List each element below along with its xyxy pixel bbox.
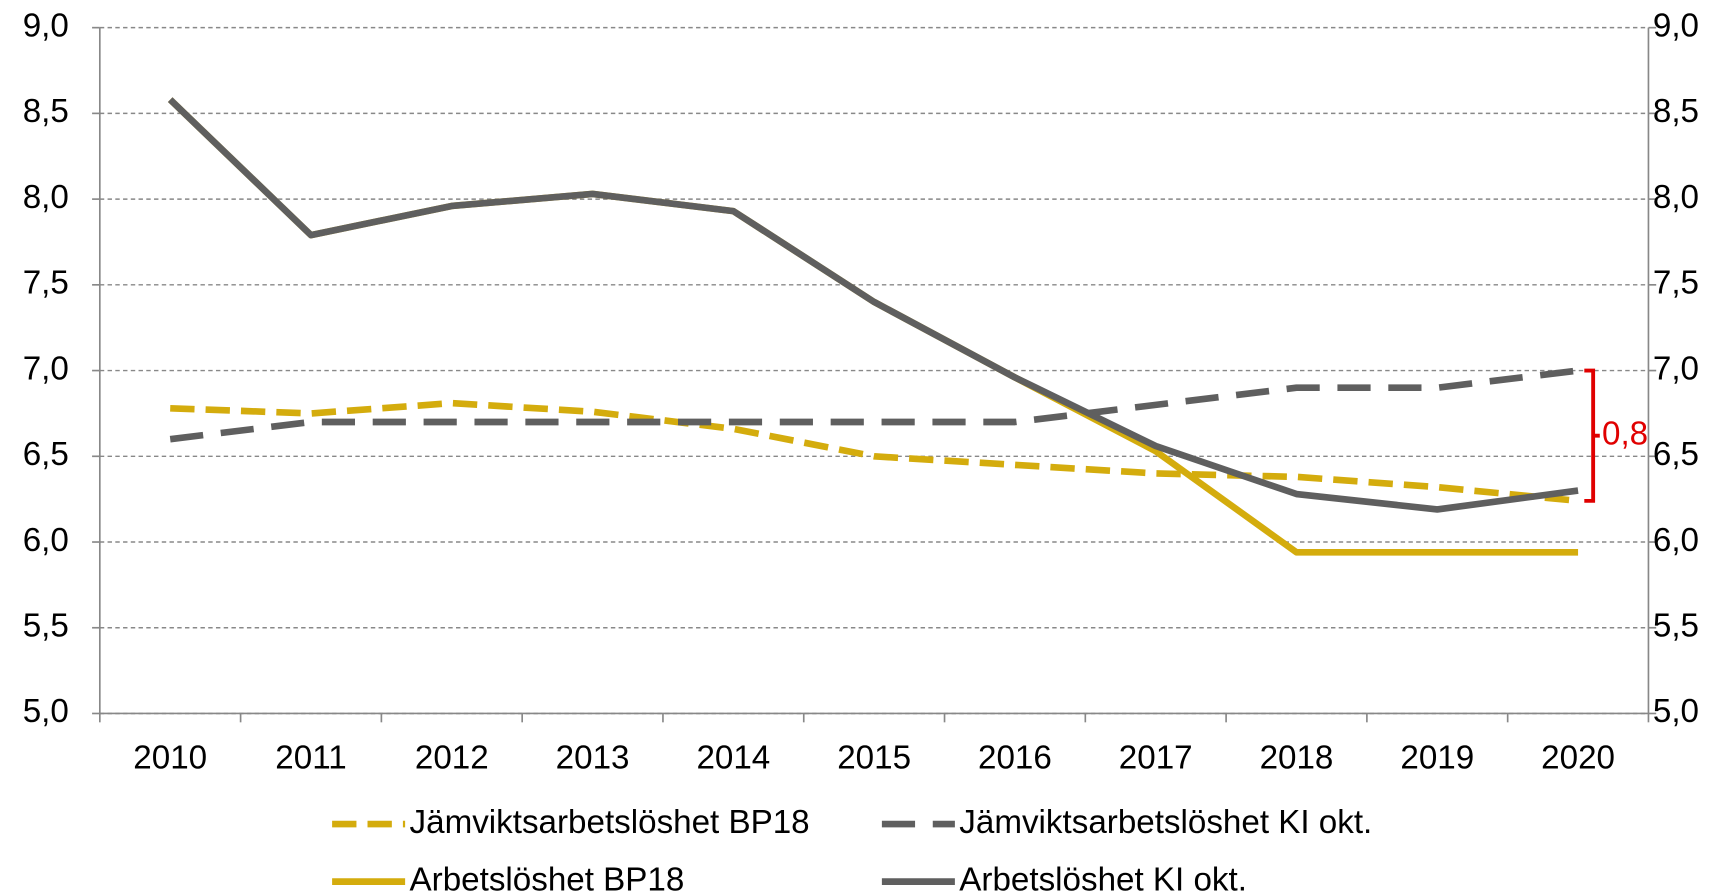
x-tick-label: 2018 — [1260, 740, 1334, 777]
annotation-bracket — [1584, 368, 1600, 503]
legend-label: Jämviktsarbetslöshet BP18 — [410, 804, 810, 841]
y-tick-label: 5,0 — [23, 693, 69, 730]
x-tick-label: 2013 — [556, 740, 630, 777]
x-tick-label: 2020 — [1541, 740, 1615, 777]
line-series — [169, 367, 1579, 443]
line-series — [167, 97, 1579, 556]
x-tick-label: 2019 — [1400, 740, 1474, 777]
x-tick-label: 2017 — [1119, 740, 1193, 777]
y-tick-label: 5,5 — [23, 608, 69, 645]
annotation-text: 0,8 — [1602, 415, 1648, 452]
y-tick-label: 6,0 — [23, 522, 69, 559]
y2-tick-label: 8,0 — [1653, 179, 1699, 216]
y-tick-label: 9,0 — [23, 7, 69, 44]
y2-tick-label: 5,5 — [1653, 608, 1699, 645]
x-tick-label: 2010 — [133, 740, 207, 777]
y2-tick-label: 7,5 — [1653, 265, 1699, 302]
legend-label: Jämviktsarbetslöshet KI okt. — [959, 804, 1372, 841]
x-tick-label: 2015 — [837, 740, 911, 777]
y-tick-label: 7,0 — [23, 350, 69, 387]
legend-label: Arbetslöshet BP18 — [410, 861, 685, 896]
x-tick-label: 2012 — [415, 740, 489, 777]
legend-label: Arbetslöshet KI okt. — [959, 861, 1247, 896]
y2-tick-label: 6,5 — [1653, 436, 1699, 473]
y2-tick-label: 9,0 — [1653, 7, 1699, 44]
y2-tick-label: 8,5 — [1653, 93, 1699, 130]
line-series — [170, 399, 1579, 505]
y2-tick-label: 7,0 — [1653, 350, 1699, 387]
y2-tick-label: 6,0 — [1653, 522, 1699, 559]
x-tick-label: 2016 — [978, 740, 1052, 777]
y-tick-label: 7,5 — [23, 265, 69, 302]
y-tick-label: 8,0 — [23, 179, 69, 216]
x-tick-label: 2014 — [696, 740, 770, 777]
line-series — [167, 97, 1579, 513]
y-tick-label: 8,5 — [23, 93, 69, 130]
y-tick-label: 6,5 — [23, 436, 69, 473]
y2-tick-label: 5,0 — [1653, 693, 1699, 730]
x-tick-label: 2011 — [275, 740, 346, 777]
